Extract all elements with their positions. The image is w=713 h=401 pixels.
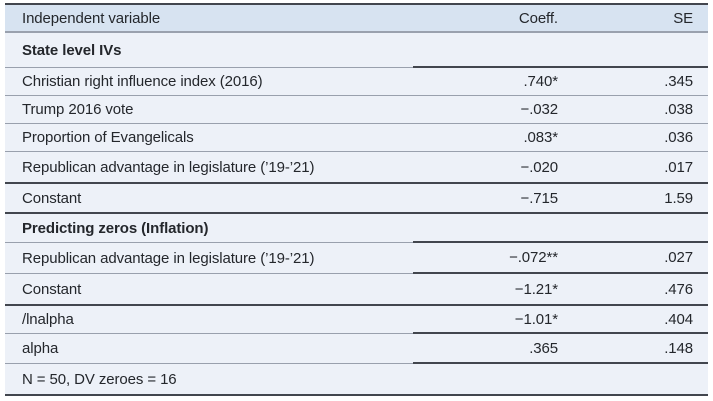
- table-row: Republican advantage in legislature (’19…: [5, 152, 708, 184]
- coeff-value: −.020: [413, 152, 573, 184]
- col-header-independent-variable: Independent variable: [5, 5, 413, 33]
- table-row: /lnalpha −1.01* .404: [5, 306, 708, 334]
- coeff-value: −1.21*: [413, 274, 573, 306]
- table-row: alpha .365 .148: [5, 334, 708, 364]
- se-value: [573, 214, 708, 243]
- table-row: Proportion of Evangelicals .083* .036: [5, 124, 708, 152]
- se-value: .038: [573, 96, 708, 124]
- footer-note: N = 50, DV zeroes = 16: [5, 364, 708, 396]
- row-label: /lnalpha: [5, 306, 413, 334]
- results-table: Independent variable Coeff. SE State lev…: [5, 3, 708, 396]
- se-value: [573, 33, 708, 68]
- table-row: Constant −1.21* .476: [5, 274, 708, 306]
- row-label: Christian right influence index (2016): [5, 68, 413, 96]
- table-row: Christian right influence index (2016) .…: [5, 68, 708, 96]
- se-value: .345: [573, 68, 708, 96]
- coeff-value: .740*: [413, 68, 573, 96]
- coeff-value: [413, 33, 573, 68]
- coeff-value: .365: [413, 334, 573, 364]
- coeff-value: −.032: [413, 96, 573, 124]
- coeff-value: [413, 214, 573, 243]
- row-label: Trump 2016 vote: [5, 96, 413, 124]
- se-value: .027: [573, 243, 708, 274]
- row-label: Proportion of Evangelicals: [5, 124, 413, 152]
- table-header-row: Independent variable Coeff. SE: [5, 5, 708, 33]
- table-row: State level IVs: [5, 33, 708, 68]
- row-label: Predicting zeros (Inflation): [5, 214, 413, 243]
- table-row: Republican advantage in legislature (’19…: [5, 243, 708, 274]
- row-label: State level IVs: [5, 33, 413, 68]
- se-value: .017: [573, 152, 708, 184]
- se-value: .404: [573, 306, 708, 334]
- col-header-se: SE: [573, 5, 708, 33]
- row-label: Republican advantage in legislature (’19…: [5, 243, 413, 274]
- coeff-value: −.072**: [413, 243, 573, 274]
- coeff-value: .083*: [413, 124, 573, 152]
- col-header-coeff: Coeff.: [413, 5, 573, 33]
- coeff-value: −.715: [413, 184, 573, 214]
- se-value: .036: [573, 124, 708, 152]
- row-label: Constant: [5, 274, 413, 306]
- row-label: alpha: [5, 334, 413, 364]
- se-value: 1.59: [573, 184, 708, 214]
- se-value: .148: [573, 334, 708, 364]
- table-row: Trump 2016 vote −.032 .038: [5, 96, 708, 124]
- table-row: Predicting zeros (Inflation): [5, 214, 708, 243]
- row-label: Constant: [5, 184, 413, 214]
- se-value: .476: [573, 274, 708, 306]
- table-footer: N = 50, DV zeroes = 16: [5, 364, 708, 396]
- table-row: Constant −.715 1.59: [5, 184, 708, 214]
- row-label: Republican advantage in legislature (’19…: [5, 152, 413, 184]
- coeff-value: −1.01*: [413, 306, 573, 334]
